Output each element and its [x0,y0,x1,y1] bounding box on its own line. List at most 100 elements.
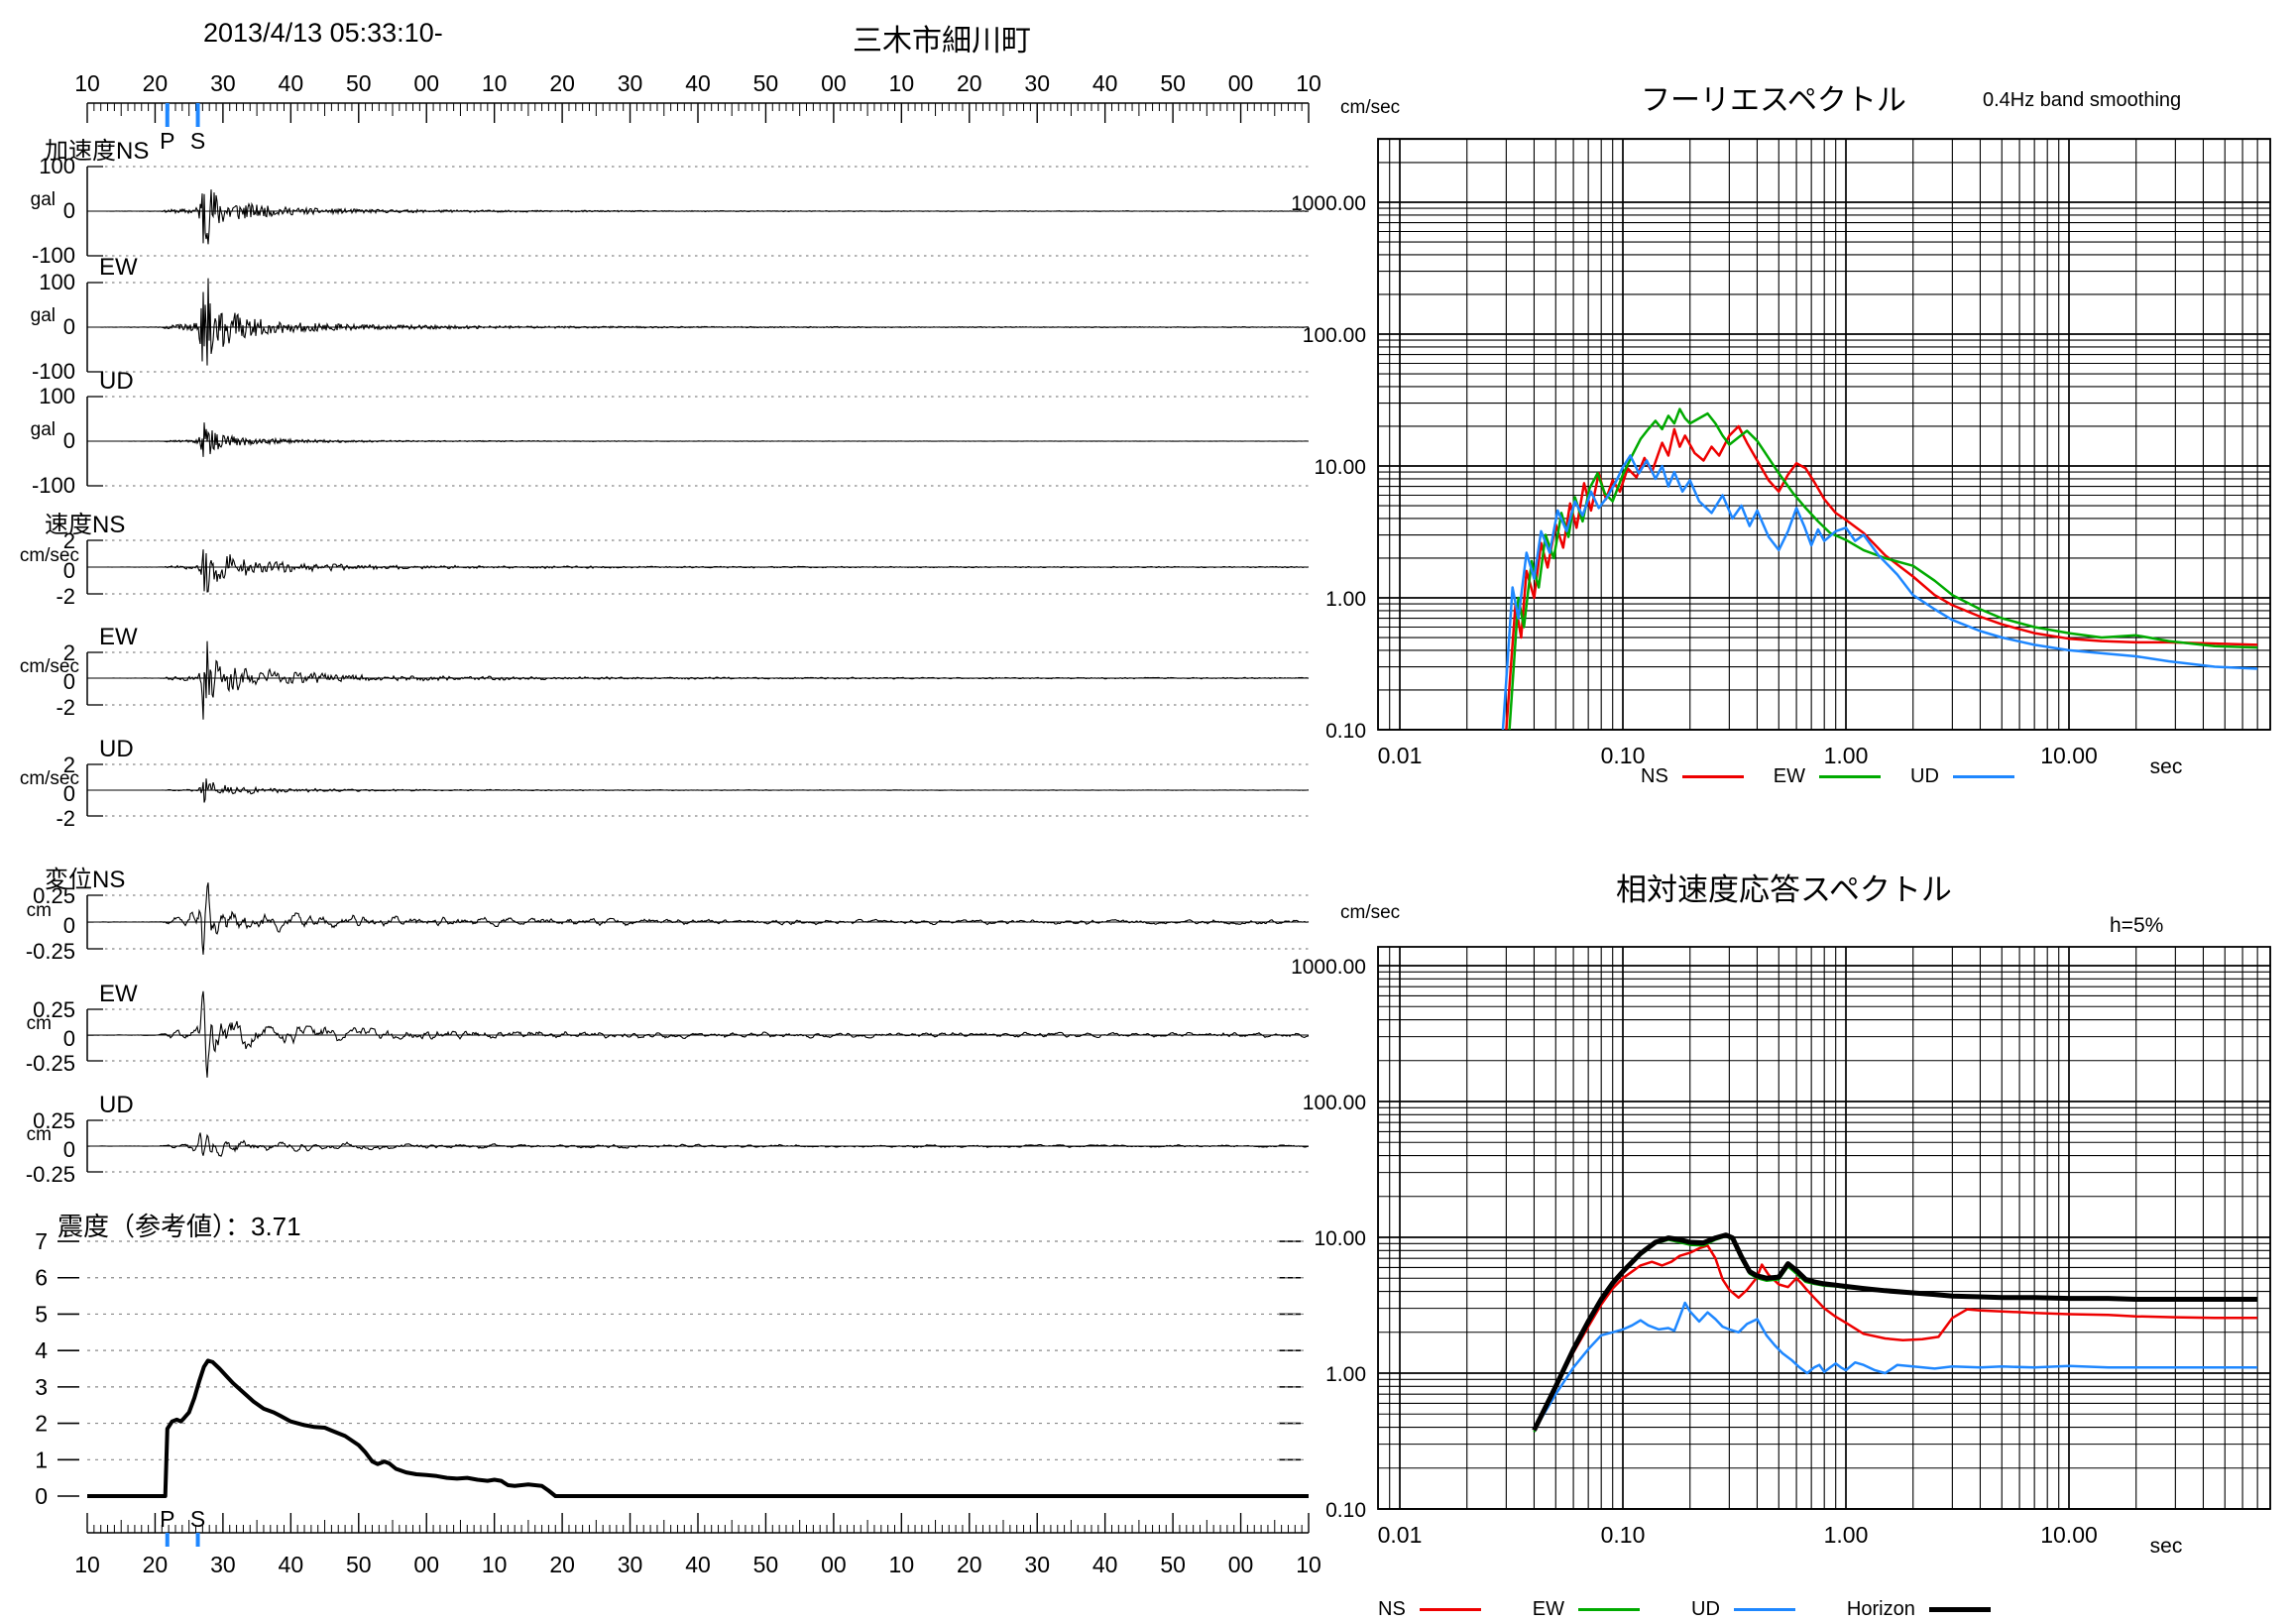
time-tick-label: 00 [1228,70,1254,96]
y-tick-label: 10.00 [1314,456,1366,479]
scale-zero-label: 0 [63,314,75,339]
fourier-plot: 1000.00 100.00 10.00 1.00 0.10 0.01 0.10 1.00 10… [1291,138,2271,778]
y-tick-label: 1000.00 [1291,192,1366,215]
x-tick-label: 0.10 [1601,743,1646,768]
intensity-plot: 震度（参考値）：3.71 7 6 5 4 3 2 1 0 [35,1212,1309,1509]
legend-label-ew: EW [1773,765,1806,787]
legend-swatch-horizon [1928,1607,1991,1612]
waveform-trace [87,1132,1310,1158]
unit-label: cm/sec [20,545,79,566]
time-tick-label: 10 [482,70,508,96]
waveform-trace [87,990,1310,1078]
scale-bottom-label: -2 [56,695,75,720]
legend-label-ud: UD [1910,765,1939,787]
time-ruler: 10 20 30 40 50 00 10 20 30 40 50 00 10 20 30 40 50 00 10 [74,70,1321,123]
phase-label-bottom: S [190,1506,205,1532]
scale-bottom-label: -100 [32,473,75,498]
scale-zero-label: 0 [63,558,75,583]
trace-label: EW [99,981,138,1007]
scale-bottom-label: -100 [32,359,75,384]
time-tick-label: 10 [889,70,915,96]
legend-label-ew: EW [1532,1598,1565,1620]
scale-bottom-label: -100 [32,243,75,268]
y-tick-label: 10.00 [1314,1227,1366,1250]
waveform-box-9: UD 0.25 0-0.25 cm [26,1092,1310,1187]
waveform-trace [87,422,1309,457]
time-tick-label: 40 [1092,70,1118,96]
y-tick-label: 1.00 [1325,1363,1366,1386]
waveform-box-8: EW 0.25 0-0.25 cm [26,981,1310,1078]
trace-label: UD [99,736,134,762]
intensity-tick-label: 2 [35,1411,48,1437]
response-damping-note: h=5% [2110,914,2164,937]
time-tick-label: 50 [753,70,779,96]
y-tick-label: 0.10 [1325,1499,1366,1522]
scale-zero-label: 0 [63,669,75,694]
time-tick-label: 30 [618,1552,643,1577]
scale-bottom-label: -2 [56,806,75,831]
scale-top-label: 2 [63,753,75,777]
scale-zero-label: 0 [63,428,75,453]
response-plot-series-ud [1533,1301,2258,1432]
scale-top-label: 0.25 [33,883,75,908]
scale-bottom-label: -0.25 [26,1051,75,1076]
y-tick-label: 100.00 [1303,324,1366,347]
fourier-legend: NS EW UD [1641,765,2014,788]
legend-swatch-ud [1952,775,2014,778]
time-tick-label: 10 [74,70,100,96]
intensity-tick-label: 1 [35,1447,48,1472]
trace-label: 速度NS [45,512,125,538]
x-tick-label: 0.01 [1378,743,1423,768]
time-tick-label: 00 [413,70,439,96]
time-tick-label: 30 [210,70,236,96]
fourier-title: フーリエスペクトル [1641,84,1906,117]
waveform-trace [86,882,1310,955]
time-tick-label: 00 [1228,1552,1254,1577]
time-tick-label: 50 [753,1552,779,1577]
legend-label-ns: NS [1641,765,1668,787]
fourier-y-unit: cm/sec [1340,97,1401,118]
phase-label-bottom: P [160,1506,174,1532]
x-unit-label: sec [2150,755,2183,778]
time-tick-label: 30 [210,1552,236,1577]
scale-top-label: 2 [63,528,75,553]
unit-label: cm [27,900,52,921]
unit-label: gal [31,419,56,440]
time-tick-label: 00 [821,70,847,96]
waveform-trace [87,778,1310,803]
legend-item-ns: NS [1641,765,1744,788]
time-tick-label: 10 [889,1552,915,1577]
response-legend: NS EW UD Horizon [1378,1598,1991,1621]
legend-item-ns: NS [1378,1598,1481,1621]
time-tick-label: 50 [1160,1552,1186,1577]
legend-swatch-ns [1681,775,1744,778]
legend-label-ns: NS [1378,1598,1406,1620]
time-tick-label: 40 [1092,1552,1118,1577]
waveform-trace [87,549,1310,593]
waveform-box-3: UD 100 0 -100 gal [31,368,1309,498]
trace-label: EW [99,254,138,281]
unit-label: cm [27,1013,52,1034]
time-tick-label: 00 [821,1552,847,1577]
x-unit-label: sec [2150,1535,2183,1558]
legend-item-horizon: Horizon [1847,1598,1991,1621]
response-plot-series-horizon [1532,1232,2258,1432]
unit-label: cm [27,1124,52,1145]
time-tick-label: 10 [74,1552,100,1577]
intensity-tick-label: 4 [35,1337,48,1363]
time-tick-label: 40 [685,1552,711,1577]
unit-label: cm/sec [20,656,79,677]
fourier-plot-series-ew [1508,407,2258,730]
y-tick-label: 1.00 [1325,588,1366,611]
y-tick-label: 0.10 [1325,720,1366,743]
response-y-unit: cm/sec [1340,902,1401,923]
plot-border [1377,138,2271,731]
scale-top-label: 100 [39,384,75,408]
scale-bottom-label: -2 [56,584,75,609]
time-tick-label: 30 [618,70,643,96]
trace-label: 加速度NS [45,138,149,165]
waveform-trace [87,189,1310,245]
